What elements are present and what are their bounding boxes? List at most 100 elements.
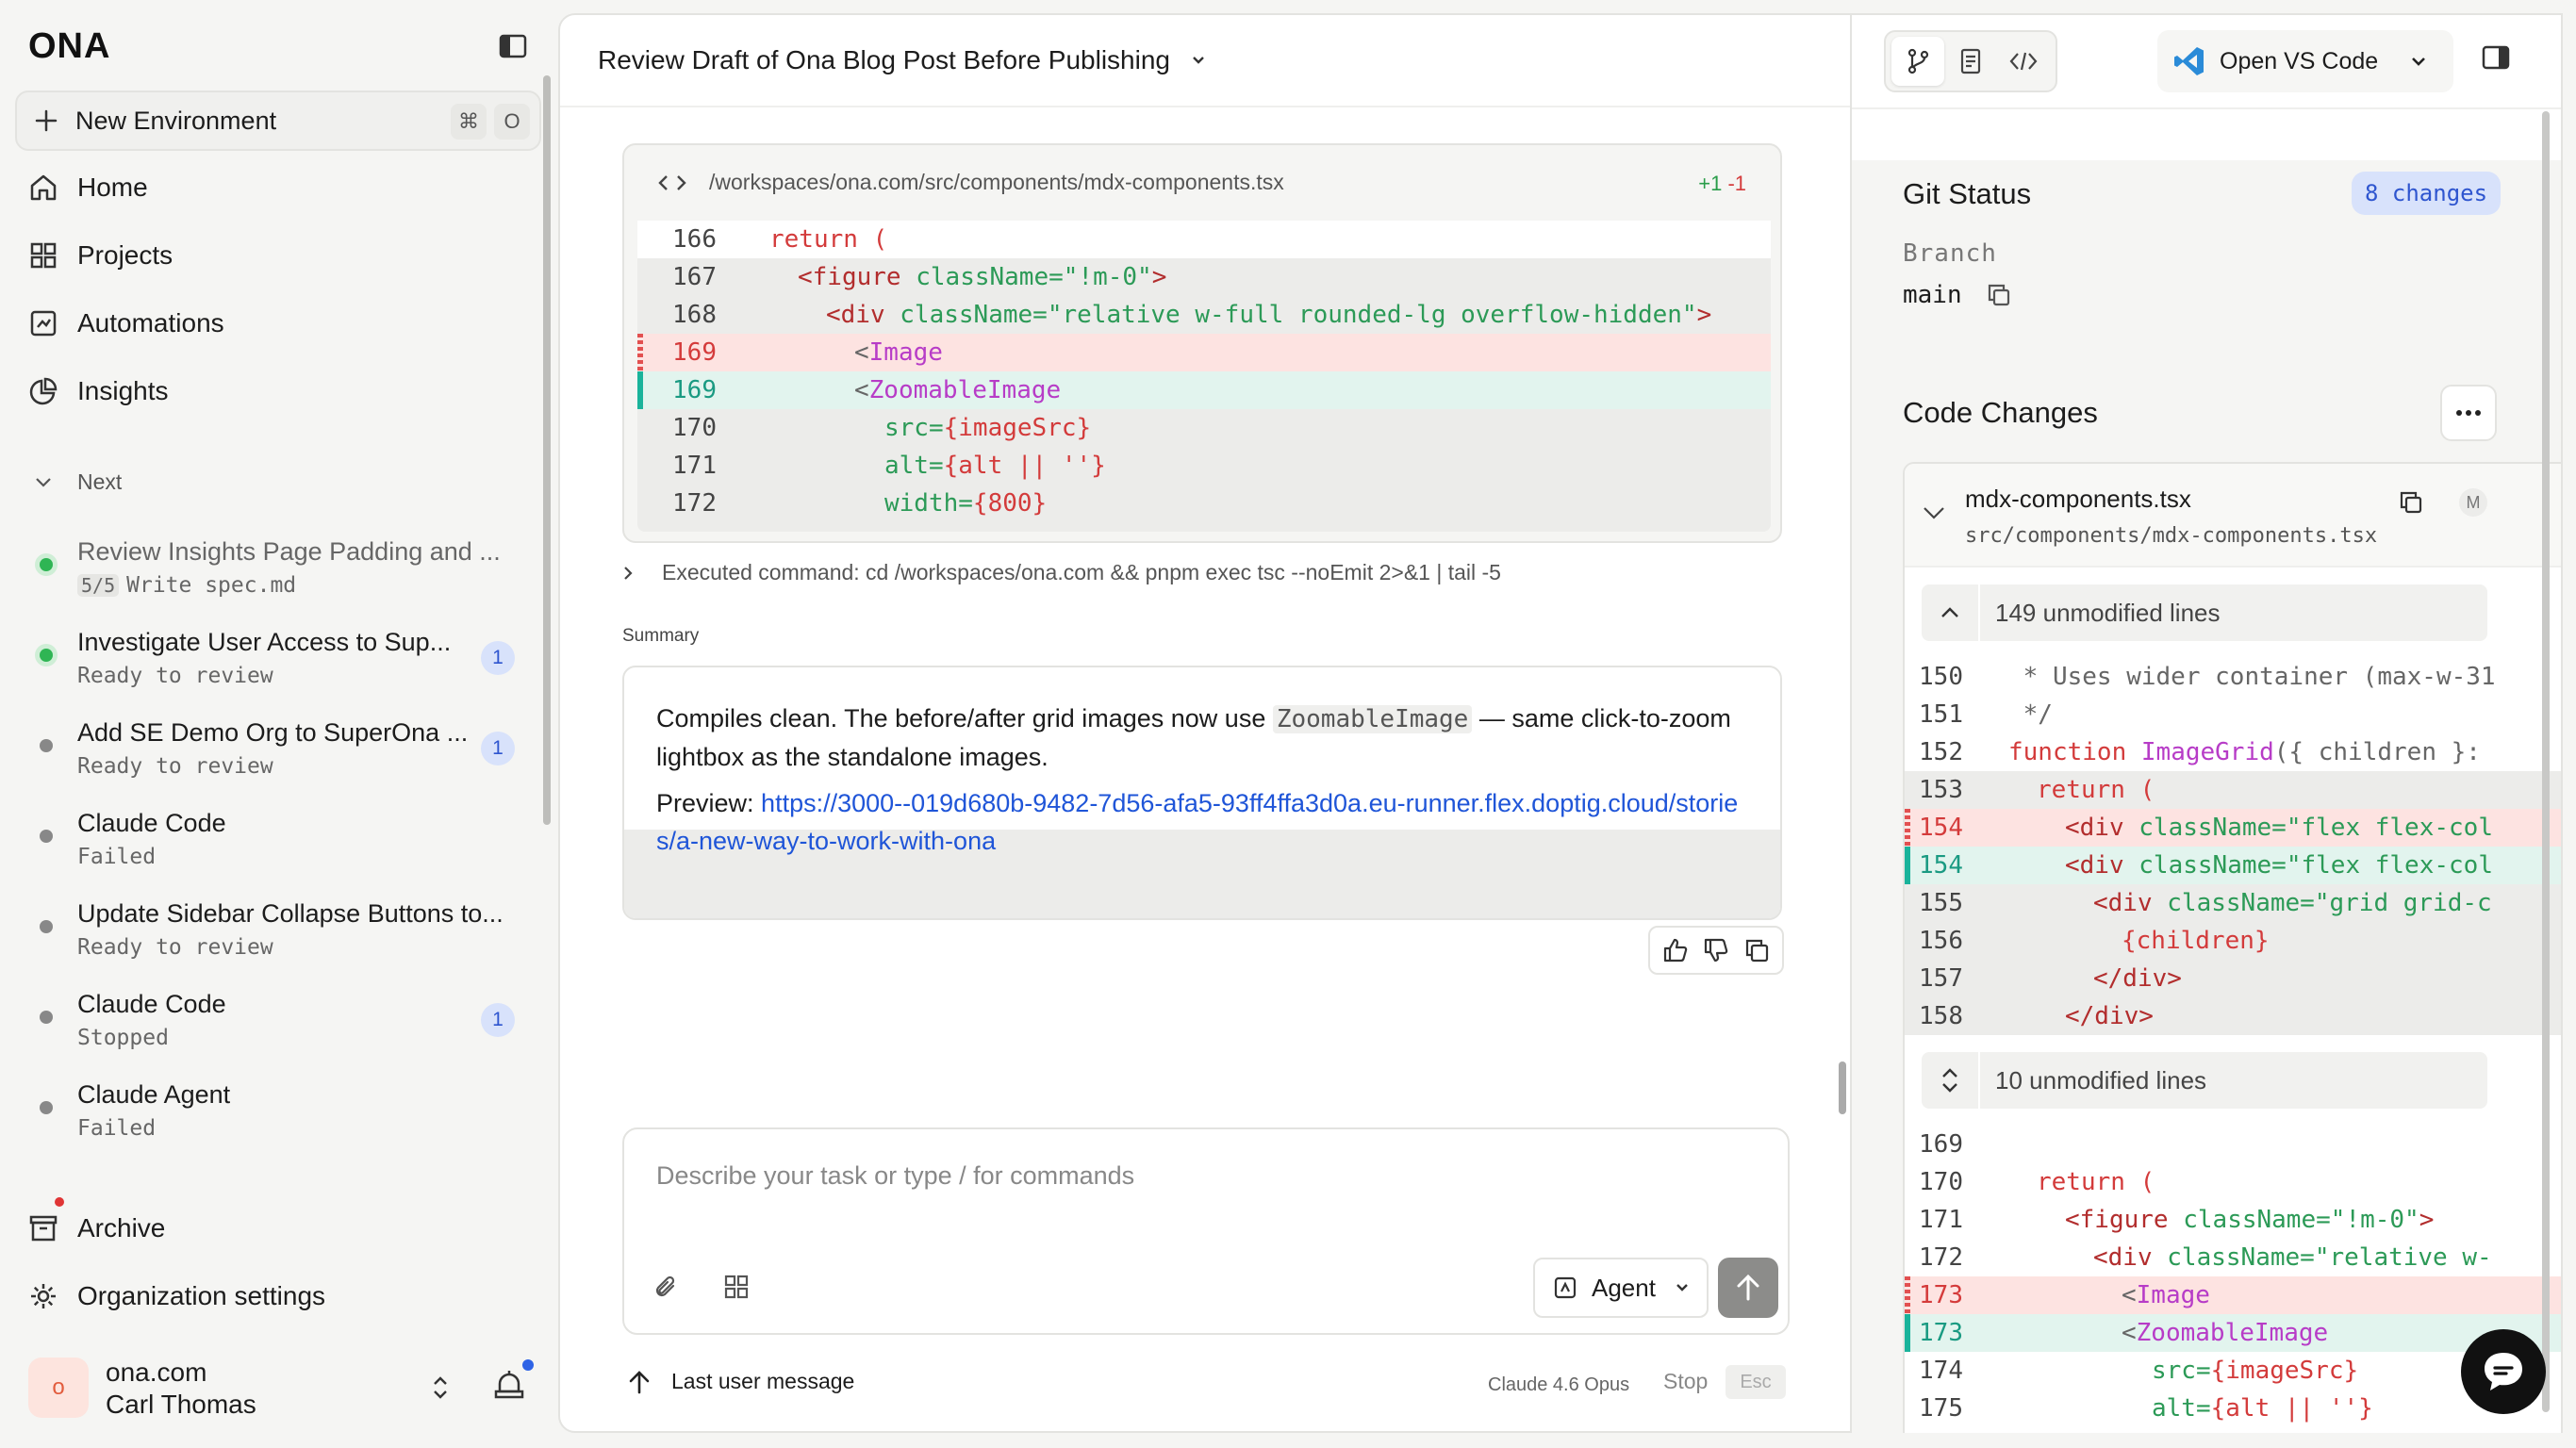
agent-mode-select[interactable]: Agent — [1533, 1258, 1709, 1318]
right-panel-header: Open VS Code — [1852, 15, 2561, 109]
status-dot — [40, 830, 53, 843]
thumbs-down-icon[interactable] — [1702, 936, 1730, 964]
more-options-button[interactable] — [2440, 385, 2497, 441]
shortcut-cmd-key: ⌘ — [451, 104, 487, 140]
chevron-down-icon[interactable] — [1191, 55, 1206, 66]
apps-grid-icon[interactable] — [722, 1273, 751, 1301]
copy-icon[interactable] — [1985, 281, 2013, 309]
tab-document[interactable] — [1944, 37, 1997, 86]
environment-item[interactable]: Add SE Demo Org to SuperOna ... Ready to… — [28, 715, 528, 790]
code-text: <div className="relative w-full rounded-… — [826, 301, 1712, 329]
unmodified-lines-label: 10 unmodified lines — [1995, 1065, 2207, 1094]
sidebar-item-insights[interactable]: Insights — [28, 368, 169, 415]
composer-placeholder: Describe your task or type / for command… — [656, 1161, 1135, 1190]
stop-button[interactable]: Stop — [1663, 1369, 1709, 1393]
panel-toggle-icon[interactable] — [2482, 45, 2510, 70]
sidebar-item-organization-settings[interactable]: Organization settings — [28, 1273, 325, 1320]
chevron-up-down-icon — [1942, 1068, 1957, 1093]
code-line-removed: 154 <div className="flex flex-col — [1905, 809, 2561, 847]
send-button[interactable] — [1718, 1258, 1778, 1318]
new-environment-button[interactable]: New Environment ⌘ O — [15, 90, 541, 151]
sidebar-item-archive[interactable]: Archive — [28, 1205, 165, 1252]
code-line: 153 return ( — [1905, 771, 2561, 809]
home-icon — [30, 174, 57, 201]
environment-item[interactable]: Update Sidebar Collapse Buttons to... Re… — [28, 896, 528, 971]
view-tabs — [1884, 30, 2057, 92]
code-line-added: 154 <div className="flex flex-col — [1905, 847, 2561, 884]
environment-item[interactable]: Claude Code Stopped 1 — [28, 986, 528, 1061]
copy-icon[interactable] — [1742, 936, 1771, 964]
grid-icon — [30, 242, 57, 269]
executed-command-row[interactable]: Executed command: cd /workspaces/ona.com… — [622, 560, 1501, 585]
tab-code[interactable] — [1997, 37, 2050, 86]
summary-card: Compiles clean. The before/after grid im… — [622, 666, 1782, 920]
branch-value-row: main — [1903, 281, 2013, 309]
tab-git[interactable] — [1891, 37, 1944, 86]
sidebar-item-home[interactable]: Home — [28, 164, 148, 211]
main-scrollbar[interactable] — [1839, 1061, 1846, 1114]
sidebar-item-automations[interactable]: Automations — [28, 300, 224, 347]
code-icon — [658, 174, 686, 190]
code-line: 170 return ( — [1905, 1163, 2561, 1201]
code-text: <div className="relative w- — [2093, 1243, 2492, 1272]
line-number: 169 — [672, 338, 717, 367]
notifications-icon[interactable] — [492, 1367, 526, 1405]
chat-support-button[interactable] — [2461, 1329, 2546, 1414]
model-name[interactable]: Claude 4.6 Opus — [1488, 1374, 1630, 1395]
file-diff-header[interactable]: mdx-components.tsx src/components/mdx-co… — [1905, 464, 2561, 568]
expand-unmodified-lines[interactable]: 149 unmodified lines — [1922, 584, 2487, 641]
environment-item[interactable]: Claude Code Failed — [28, 805, 528, 880]
expand-unmodified-lines[interactable]: 10 unmodified lines — [1922, 1052, 2487, 1109]
line-number: 167 — [672, 263, 717, 291]
status-dot — [40, 1101, 53, 1114]
code-line-added: 169 <ZoomableImage — [637, 371, 1771, 409]
open-vscode-button[interactable]: Open VS Code — [2157, 30, 2453, 92]
chevron-down-icon[interactable] — [2410, 56, 2427, 67]
line-number: 175 — [1919, 1394, 1963, 1423]
sidebar-toggle-icon — [499, 34, 527, 58]
diff-stat: +1 -1 — [1698, 172, 1746, 196]
line-number: 174 — [1919, 1357, 1963, 1385]
code-text: src={imageSrc} — [884, 414, 1092, 442]
right-panel-scrollbar[interactable] — [2542, 111, 2550, 1412]
thumbs-up-icon[interactable] — [1661, 936, 1690, 964]
open-vscode-label: Open VS Code — [2220, 47, 2379, 74]
line-number: 169 — [672, 376, 717, 404]
page-title[interactable]: Review Draft of Ona Blog Post Before Pub… — [598, 45, 1170, 74]
code-line: 169 — [1905, 1126, 2561, 1163]
user-org: ona.com — [106, 1358, 207, 1387]
summary-highlight-band — [624, 830, 1780, 918]
code-lines: 166 return ( 167 <figure className="!m-0">… — [637, 221, 1771, 532]
ona-logo[interactable]: ONA — [28, 26, 110, 66]
code-line: 172 <div className="relative w- — [1905, 1239, 2561, 1276]
sidebar-scrollbar[interactable] — [543, 75, 551, 825]
section-next-toggle[interactable]: Next — [34, 469, 122, 495]
sidebar-toggle-button[interactable] — [494, 30, 532, 62]
line-number: 157 — [1919, 964, 1963, 993]
user-switcher[interactable]: o ona.com Carl Thomas — [28, 1354, 537, 1422]
preview-link[interactable]: https://3000--019d680b-9482-7d56-afa5-93… — [656, 789, 1739, 855]
environment-item[interactable]: Claude Agent Failed — [28, 1077, 528, 1152]
sidebar-item-projects[interactable]: Projects — [28, 232, 173, 279]
executed-command-text: Executed command: cd /workspaces/ona.com… — [662, 560, 1501, 584]
agent-mode-label: Agent — [1592, 1273, 1656, 1302]
code-text: <div className="flex flex-col — [2065, 814, 2493, 842]
copy-icon[interactable] — [2397, 488, 2425, 517]
message-composer[interactable]: Describe your task or type / for command… — [622, 1127, 1790, 1335]
summary-text-part: Compiles clean. The before/after grid im… — [656, 704, 1273, 732]
line-number: 150 — [1919, 663, 1963, 691]
expand-up-control — [1922, 584, 1980, 641]
environment-tag: 5/5 — [77, 574, 120, 597]
environment-item[interactable]: Investigate User Access to Sup... Ready … — [28, 624, 528, 699]
code-text: return ( — [2037, 776, 2155, 804]
last-user-message-button[interactable]: Last user message — [628, 1369, 854, 1394]
line-number: 166 — [672, 225, 717, 254]
preview-line: Preview: https://3000--019d680b-9482-7d5… — [656, 784, 1750, 860]
code-text: <ZoomableImage — [854, 376, 1062, 404]
document-icon — [1960, 48, 1981, 74]
environment-title: Investigate User Access to Sup... — [77, 628, 452, 656]
paperclip-icon[interactable] — [652, 1273, 681, 1303]
new-environment-label: New Environment — [75, 106, 277, 135]
environment-item[interactable]: Review Insights Page Padding and ... 5/5… — [28, 534, 528, 609]
chevron-down-icon[interactable] — [1922, 505, 1946, 520]
